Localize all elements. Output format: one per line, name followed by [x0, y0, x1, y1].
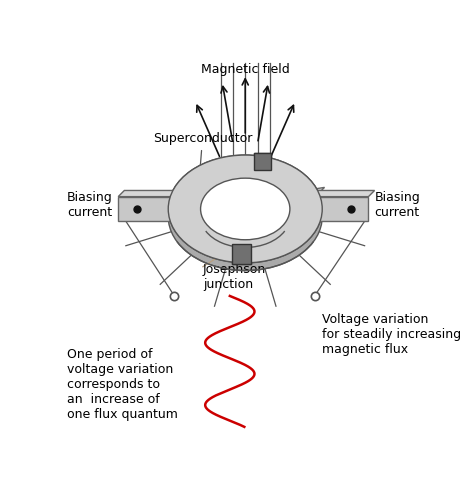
Polygon shape [118, 191, 190, 196]
Polygon shape [299, 187, 325, 196]
Ellipse shape [201, 186, 290, 247]
Text: Superconductor: Superconductor [153, 132, 252, 178]
Text: Voltage variation
for steadily increasing
magnetic flux: Voltage variation for steadily increasin… [322, 313, 461, 356]
Text: Josephson
junction: Josephson junction [203, 263, 266, 291]
FancyBboxPatch shape [254, 153, 271, 170]
Ellipse shape [168, 155, 322, 263]
Polygon shape [172, 187, 190, 196]
FancyBboxPatch shape [232, 244, 251, 264]
Ellipse shape [201, 178, 290, 240]
Text: One period of
voltage variation
corresponds to
an  increase of
one flux quantum: One period of voltage variation correspo… [66, 347, 177, 420]
Polygon shape [172, 194, 183, 224]
Text: Biasing
current: Biasing current [67, 191, 113, 219]
Ellipse shape [168, 155, 322, 263]
FancyBboxPatch shape [254, 153, 271, 170]
Ellipse shape [168, 163, 322, 270]
Polygon shape [299, 191, 374, 196]
Polygon shape [299, 196, 368, 221]
Polygon shape [299, 194, 319, 224]
Text: Magnetic field: Magnetic field [201, 63, 290, 75]
Ellipse shape [201, 178, 290, 240]
Text: Biasing
current: Biasing current [374, 191, 420, 219]
FancyBboxPatch shape [232, 244, 251, 264]
Polygon shape [118, 196, 183, 221]
